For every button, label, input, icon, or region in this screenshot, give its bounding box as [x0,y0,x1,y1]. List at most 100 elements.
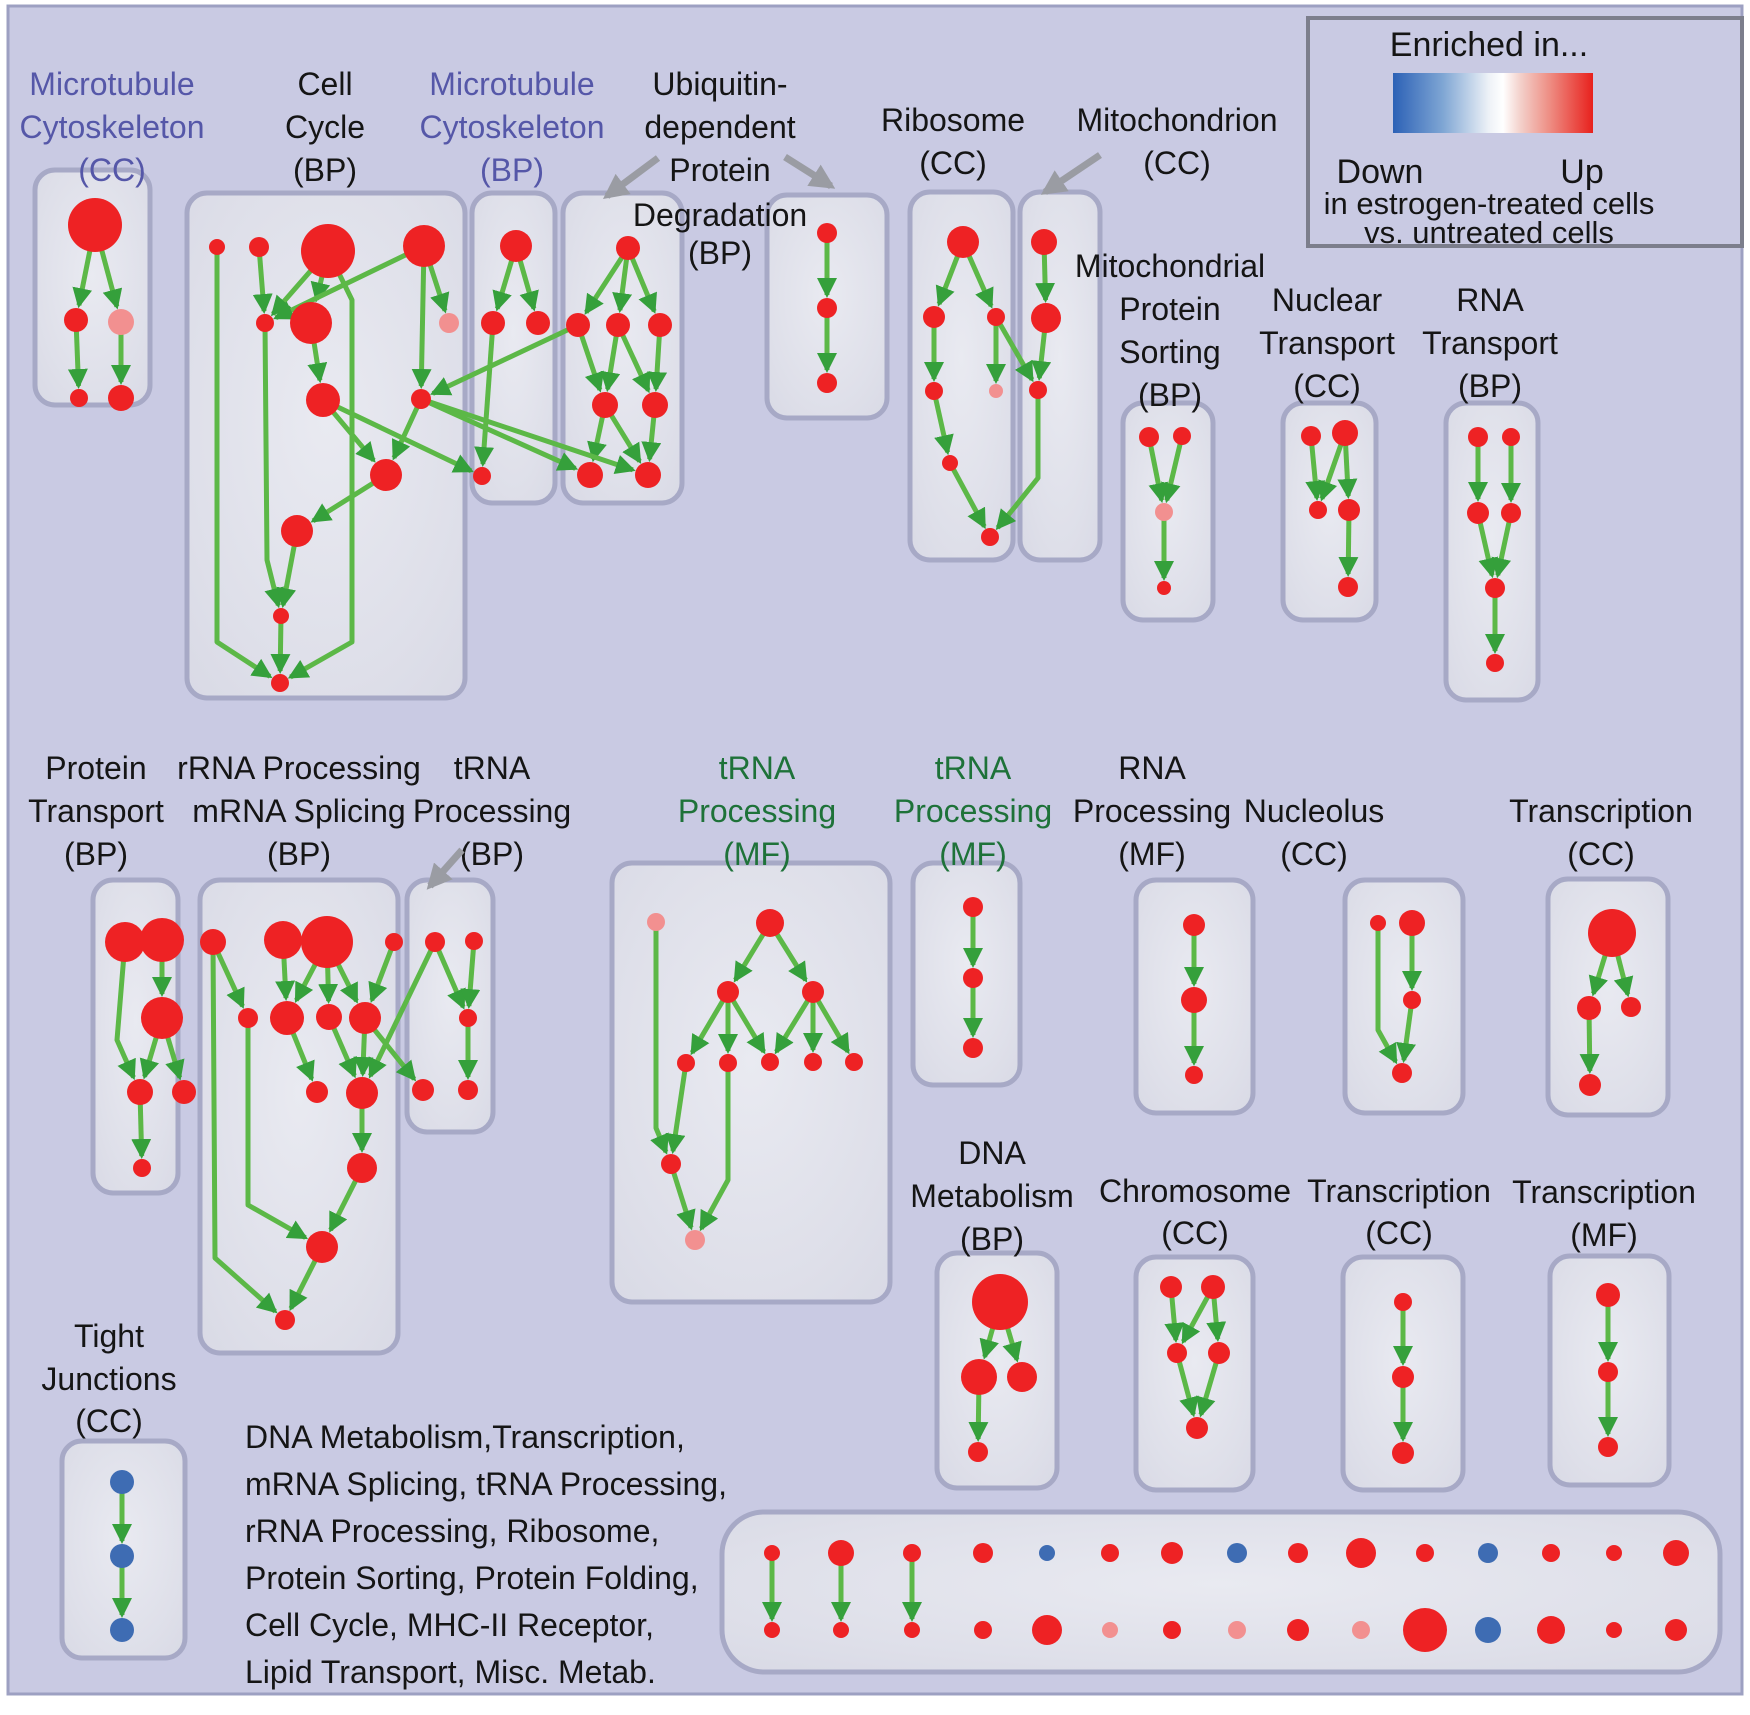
go-term-node [817,373,837,393]
cluster-label-transcription-mf: Transcription (MF) [1512,1174,1696,1253]
go-term-node [1596,1283,1620,1307]
go-term-node [833,1622,849,1638]
go-term-node [1663,1540,1689,1566]
go-term-node [1208,1342,1230,1364]
misc-clusters-text: DNA Metabolism,Transcription, mRNA Splic… [245,1419,727,1690]
go-term-node [1392,1063,1412,1083]
go-term-node [1577,996,1601,1020]
go-term-node [108,385,134,411]
edge-arrow [460,940,481,1010]
edge-arrow [262,322,284,609]
go-term-node [1606,1545,1622,1561]
go-term-node [1403,991,1421,1009]
edge-arrow [245,1018,309,1240]
label-pointer-arrow [1040,152,1102,195]
go-term-node [961,1359,997,1395]
cluster-label-trna-processing-mf-1: tRNA Processing (MF) [678,750,836,872]
go-term-node [1101,1544,1119,1562]
go-term-node [411,389,431,409]
edge-arrow [210,941,278,1314]
go-term-node [972,1274,1028,1330]
go-term-node [281,515,313,547]
go-term-node [974,1621,992,1639]
go-term-node [677,1054,695,1072]
go-term-node [1309,501,1327,519]
go-term-node [108,309,134,335]
cluster-box-chromosome [1133,1254,1256,1493]
go-term-node [1186,1417,1208,1439]
cluster-box-nuclear-transport [1280,400,1379,623]
go-term-node [1102,1622,1118,1638]
go-term-node [635,462,661,488]
edge-arrow [931,390,954,456]
go-term-node [661,1154,681,1174]
go-term-node [370,459,402,491]
go-term-node [271,674,289,692]
legend: Enriched in... Down Up in estrogen-treat… [1306,16,1744,250]
misc-text-line: rRNA Processing, Ribosome, [245,1513,659,1549]
go-term-node [845,1053,863,1071]
go-term-node [1665,1619,1687,1641]
go-term-node [1598,1437,1618,1457]
legend-subtitle-line1: in estrogen-treated cells [1324,186,1655,221]
go-term-node [1029,381,1047,399]
edge-arrow [214,247,273,679]
go-term-node [306,383,340,417]
legend-up-label: Up [1560,153,1603,191]
go-term-node [761,1053,779,1071]
edge-arrow [689,990,731,1056]
go-term-node [110,1470,134,1494]
edge-arrow [699,1063,731,1232]
edge-arrow [1396,999,1416,1064]
go-term-node [1542,1544,1560,1562]
go-term-node [1399,910,1425,936]
cluster-label-nuclear-transport: Nuclear Transport (CC) [1259,282,1395,404]
go-term-node [1163,1621,1181,1639]
cluster-label-trna-processing-mf-2: tRNA Processing (MF) [894,750,1052,872]
go-term-node [828,1540,854,1566]
go-term-node [249,237,269,257]
go-term-node [127,1079,153,1105]
go-term-node [1181,987,1207,1013]
go-term-node [64,308,88,332]
go-term-node [756,909,784,937]
cluster-label-mitochondrial-protein-sorting: Mitochondrial Protein Sorting (BP) [1075,248,1265,413]
legend-box [1306,16,1744,248]
go-term-node [70,389,88,407]
go-term-node [817,223,837,243]
go-term-node [904,1622,920,1638]
go-term-node [1288,1543,1308,1563]
go-term-node [1228,1621,1246,1639]
legend-title: Enriched in... [1390,26,1588,64]
go-term-node [316,1004,342,1030]
edge-arrow [1160,435,1185,504]
go-term-node [717,981,739,1003]
cluster-label-chromosome: Chromosome (CC) [1099,1173,1291,1251]
go-term-node [1160,1276,1182,1298]
go-term-node [1606,1622,1622,1638]
cluster-box-cell-cycle [184,190,468,701]
go-term-node [1486,654,1504,672]
go-term-node [1185,1066,1203,1084]
edge-arrow [114,941,136,1081]
go-term-node [642,392,668,418]
go-term-node [270,1001,304,1035]
go-term-node [526,311,550,335]
cluster-box-ribosome [907,189,1016,563]
go-term-node [1031,229,1057,255]
edge-arrow [419,396,579,471]
go-term-node [1173,427,1191,445]
edge-arrow [584,246,631,315]
edge-arrow [368,941,397,1004]
go-term-node [1201,1275,1225,1299]
go-term-node [802,981,824,1003]
go-term-node [347,1153,377,1183]
go-term-node [616,236,640,260]
go-term-node [301,224,355,278]
label-pointer-arrow [783,154,836,189]
go-term-node [1485,578,1505,598]
cluster-label-microtubule-cc: Microtubule Cytoskeleton (CC) [20,66,205,188]
go-term-node [804,1053,822,1071]
go-term-node [1287,1619,1309,1641]
go-term-node [349,1002,381,1034]
